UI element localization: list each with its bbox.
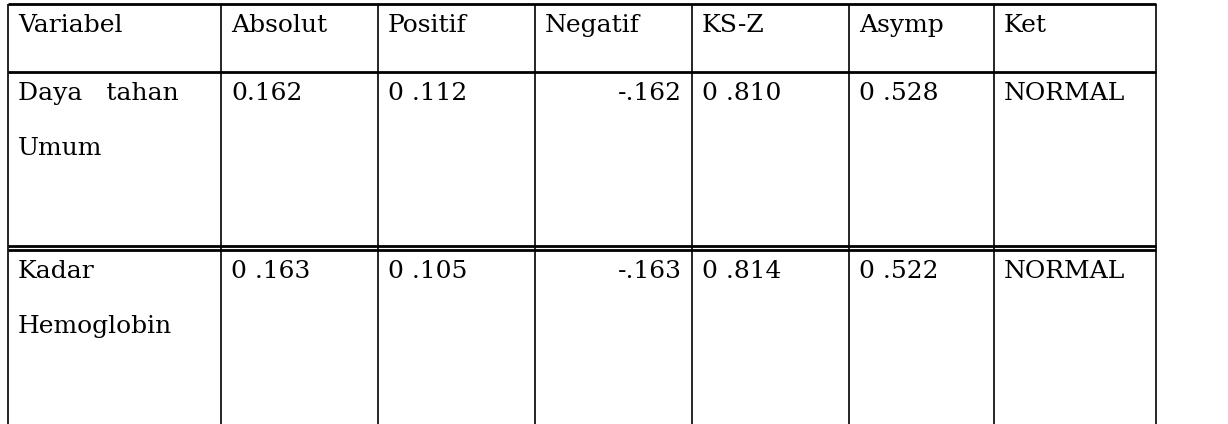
- Text: Hemoglobin: Hemoglobin: [18, 315, 172, 338]
- Text: 0 .528: 0 .528: [860, 82, 938, 105]
- Text: Umum: Umum: [18, 137, 102, 160]
- Text: 0 .814: 0 .814: [702, 260, 781, 283]
- Text: 0.162: 0.162: [231, 82, 302, 105]
- Text: Asymp: Asymp: [860, 14, 944, 37]
- Text: -.162: -.162: [618, 82, 682, 105]
- Text: KS-Z: KS-Z: [702, 14, 765, 37]
- Text: 0 .112: 0 .112: [388, 82, 467, 105]
- Text: 0 .105: 0 .105: [388, 260, 468, 283]
- Text: Negatif: Negatif: [545, 14, 640, 37]
- Text: Ket: Ket: [1005, 14, 1047, 37]
- Text: NORMAL: NORMAL: [1005, 260, 1125, 283]
- Text: Variabel: Variabel: [18, 14, 123, 37]
- Text: NORMAL: NORMAL: [1005, 82, 1125, 105]
- Text: -.163: -.163: [618, 260, 682, 283]
- Text: Kadar: Kadar: [18, 260, 95, 283]
- Text: 0 .810: 0 .810: [702, 82, 781, 105]
- Text: Absolut: Absolut: [231, 14, 327, 37]
- Text: Daya   tahan: Daya tahan: [18, 82, 179, 105]
- Text: Positif: Positif: [388, 14, 467, 37]
- Text: 0 .163: 0 .163: [231, 260, 311, 283]
- Text: 0 .522: 0 .522: [860, 260, 938, 283]
